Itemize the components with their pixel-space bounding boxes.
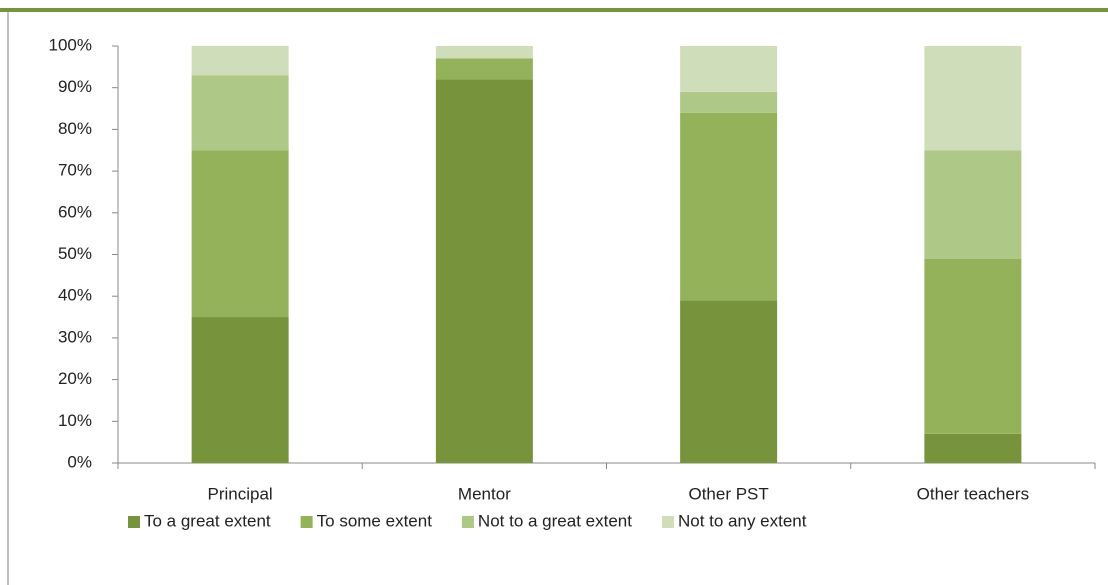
- y-tick-label: 80%: [58, 119, 92, 138]
- y-tick-label: 40%: [58, 286, 92, 305]
- bar-segment: [435, 79, 533, 464]
- x-tick-label: Other PST: [688, 484, 768, 503]
- x-tick-label: Other teachers: [917, 484, 1029, 503]
- bar-segment: [924, 150, 1022, 259]
- bar-segment: [191, 317, 289, 463]
- y-tick-label: 50%: [58, 244, 92, 263]
- bar-segment: [191, 46, 289, 76]
- x-tick-label: Mentor: [458, 484, 511, 503]
- bar-segment: [191, 75, 289, 151]
- bar-segment: [435, 46, 533, 59]
- bar-segment: [191, 150, 289, 318]
- y-tick-label: 10%: [58, 411, 92, 430]
- y-tick-label: 0%: [67, 452, 92, 471]
- bar-segment: [680, 112, 778, 301]
- legend-swatch: [661, 516, 674, 528]
- legend-swatch: [128, 516, 140, 528]
- y-tick-label: 60%: [58, 202, 92, 221]
- legend-swatch: [300, 516, 313, 528]
- legend-swatch: [461, 516, 474, 528]
- bar-segment: [924, 46, 1022, 151]
- y-tick-label: 100%: [49, 35, 92, 54]
- bar-segment: [924, 258, 1022, 434]
- legend-label: To some extent: [317, 511, 433, 530]
- bar-segment: [680, 91, 778, 113]
- legend-label: Not to a great extent: [478, 511, 632, 530]
- legend-label: Not to any extent: [678, 511, 807, 530]
- bar-segment: [924, 433, 1022, 463]
- bar-segment: [680, 300, 778, 463]
- x-tick-label: Principal: [208, 484, 273, 503]
- legend-label: To a great extent: [144, 511, 271, 530]
- bar-segment: [435, 58, 533, 80]
- y-tick-label: 30%: [58, 327, 92, 346]
- bar-segment: [680, 46, 778, 92]
- y-tick-label: 20%: [58, 369, 92, 388]
- y-tick-label: 90%: [58, 77, 92, 96]
- y-tick-label: 70%: [58, 161, 92, 180]
